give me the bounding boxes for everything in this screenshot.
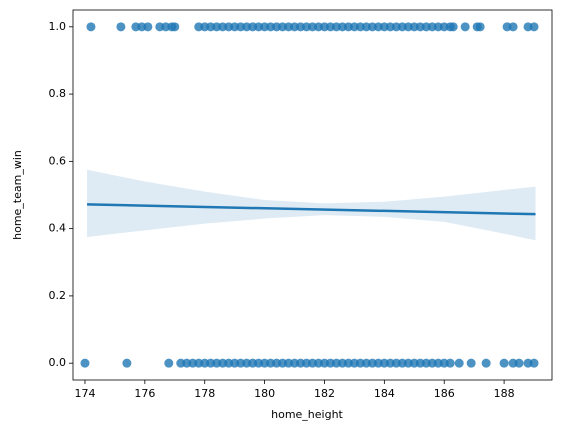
point <box>454 358 464 368</box>
point <box>460 22 470 32</box>
x-tick-label: 182 <box>314 387 335 400</box>
point <box>466 358 476 368</box>
point <box>86 22 96 32</box>
y-axis-label: home_team_win <box>11 150 24 240</box>
y-tick-label: 0.6 <box>49 154 67 167</box>
point <box>164 358 174 368</box>
x-tick-label: 178 <box>194 387 215 400</box>
x-tick-label: 174 <box>74 387 95 400</box>
y-tick-label: 0.4 <box>49 222 67 235</box>
point <box>529 22 539 32</box>
plot-frame <box>72 9 553 381</box>
x-tick-label: 184 <box>374 387 395 400</box>
point <box>514 358 524 368</box>
point <box>143 22 153 32</box>
x-tick-label: 186 <box>434 387 455 400</box>
y-tick-label: 0.2 <box>49 289 67 302</box>
point <box>508 22 518 32</box>
regression-line <box>87 203 536 216</box>
point <box>475 22 485 32</box>
point <box>122 358 132 368</box>
x-tick-label: 176 <box>134 387 155 400</box>
point <box>481 358 491 368</box>
y-tick-label: 1.0 <box>49 20 67 33</box>
point <box>445 358 455 368</box>
confidence-band <box>87 169 536 241</box>
point <box>529 358 539 368</box>
point <box>116 22 126 32</box>
x-axis-label: home_height <box>271 408 343 421</box>
y-tick-label: 0.8 <box>49 87 67 100</box>
x-tick-label: 180 <box>254 387 275 400</box>
point <box>448 22 458 32</box>
point <box>80 358 90 368</box>
x-tick-label: 188 <box>494 387 515 400</box>
y-tick-label: 0.0 <box>49 356 67 369</box>
point <box>499 358 509 368</box>
point <box>170 22 180 32</box>
